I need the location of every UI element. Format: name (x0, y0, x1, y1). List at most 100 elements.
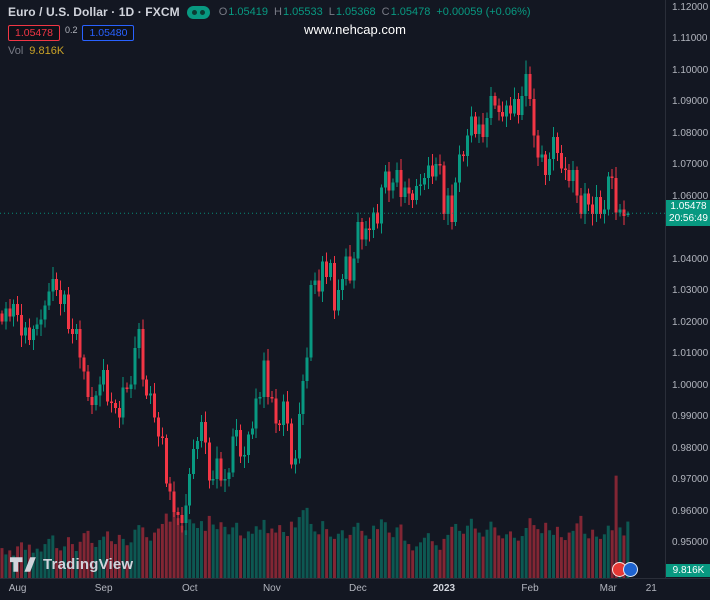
toggle-dot-icon (199, 9, 205, 15)
candle-body (422, 177, 426, 185)
candle-body (117, 407, 121, 418)
candle-body (0, 313, 4, 322)
candle-body (90, 396, 94, 405)
symbol-title[interactable]: Euro / U.S. Dollar · 1D · FXCM (8, 5, 180, 19)
candle-body (145, 379, 149, 396)
time-axis-label: Aug (8, 583, 27, 594)
volume-bar (520, 536, 524, 578)
volume-bar (282, 532, 286, 578)
price-axis-label: 0.95000 (672, 537, 709, 549)
broker-logo-icon[interactable] (612, 562, 642, 579)
candle-body (258, 396, 262, 399)
candle-body (583, 193, 587, 215)
candlestick-chart[interactable] (0, 0, 665, 578)
volume-bar (227, 534, 231, 578)
volume-bar (82, 533, 86, 578)
change-value: +0.00059 (+0.06%) (436, 6, 531, 18)
volume-bar (544, 522, 548, 578)
volume-bar (591, 529, 595, 578)
candle-body (540, 154, 544, 158)
volume-bar (352, 526, 356, 578)
volume-bar (86, 530, 90, 578)
volume-bar (579, 515, 583, 578)
candle-body (266, 360, 270, 397)
volume-bar (301, 510, 305, 578)
legend-visibility-toggle[interactable] (186, 5, 210, 19)
sell-button[interactable]: 1.05478 (8, 25, 60, 41)
volume-bar (278, 525, 282, 578)
volume-bar (4, 554, 8, 578)
price-axis-label: 0.96000 (672, 505, 709, 517)
candle-body (575, 170, 579, 196)
price-axis[interactable]: 1.05478 20:56:49 9.816K 1.12000 1.11000 1.… (665, 0, 710, 578)
candle-body (246, 434, 250, 456)
volume-bar (98, 540, 102, 578)
price-axis-label: 1.07000 (672, 159, 709, 171)
candle-body (450, 195, 454, 223)
candle-body (305, 357, 309, 382)
candle-body (415, 185, 419, 201)
buy-button[interactable]: 1.05480 (82, 25, 135, 41)
candle-body (434, 163, 438, 177)
price-axis-label: 0.98000 (672, 442, 709, 454)
candle-body (59, 289, 63, 304)
candle-body (442, 165, 446, 215)
candle-body (282, 401, 286, 426)
candle-body (508, 105, 512, 114)
candle-body (160, 436, 164, 438)
volume-bar (31, 552, 35, 578)
price-axis-label: 1.09000 (672, 96, 709, 108)
volume-bar (160, 523, 164, 578)
volume-bar (106, 531, 110, 578)
candle-body (242, 455, 246, 457)
candle-body (31, 329, 35, 341)
time-axis-label: 2023 (432, 583, 456, 594)
volume-bar (239, 535, 243, 578)
time-axis-label: Mar (599, 583, 617, 594)
candle-body (485, 118, 489, 138)
candle-body (403, 187, 407, 197)
volume-bar (262, 519, 266, 578)
candle-body (383, 171, 387, 188)
volume-bar (450, 526, 454, 578)
volume-bar (575, 523, 579, 578)
volume-bar (188, 519, 192, 578)
candle-body (289, 423, 293, 465)
candles-layer (0, 60, 630, 535)
volume-label[interactable]: Vol (8, 45, 24, 57)
tradingview-logo[interactable]: TradingView (10, 556, 133, 573)
volume-bar (387, 532, 391, 578)
candle-body (368, 228, 372, 230)
volume-bar (141, 527, 145, 578)
volume-bar (336, 533, 340, 578)
volume-bar (78, 541, 82, 578)
volume-bar (583, 533, 587, 578)
volume-bar (102, 536, 106, 578)
volume-bar (595, 536, 599, 578)
time-axis[interactable]: Aug Sep Oct Nov Dec 2023 Feb Mar 21 (0, 578, 710, 600)
volume-legend-row: Vol 9.816K (8, 45, 531, 57)
volume-bar (465, 525, 469, 578)
volume-bar (356, 522, 360, 578)
candle-body (43, 305, 47, 320)
volume-bar (286, 536, 290, 578)
candle-body (254, 398, 258, 429)
volume-bar (223, 526, 227, 578)
volume-bar (375, 529, 379, 578)
candle-body (74, 329, 78, 334)
volume-bar (317, 534, 321, 578)
candle-body (211, 478, 215, 481)
volume-bar (598, 538, 602, 578)
candle-body (591, 204, 595, 215)
candle-body (203, 422, 207, 443)
watermark-text: www.nehcap.com (304, 22, 406, 37)
candle-body (622, 209, 626, 216)
volume-bar (125, 545, 129, 578)
volume-bar (501, 538, 505, 578)
volume-bar (364, 535, 368, 578)
candle-body (317, 280, 321, 292)
candle-body (411, 193, 415, 201)
candle-body (223, 478, 227, 481)
volume-bar (192, 523, 196, 578)
volume-bar (113, 544, 117, 578)
